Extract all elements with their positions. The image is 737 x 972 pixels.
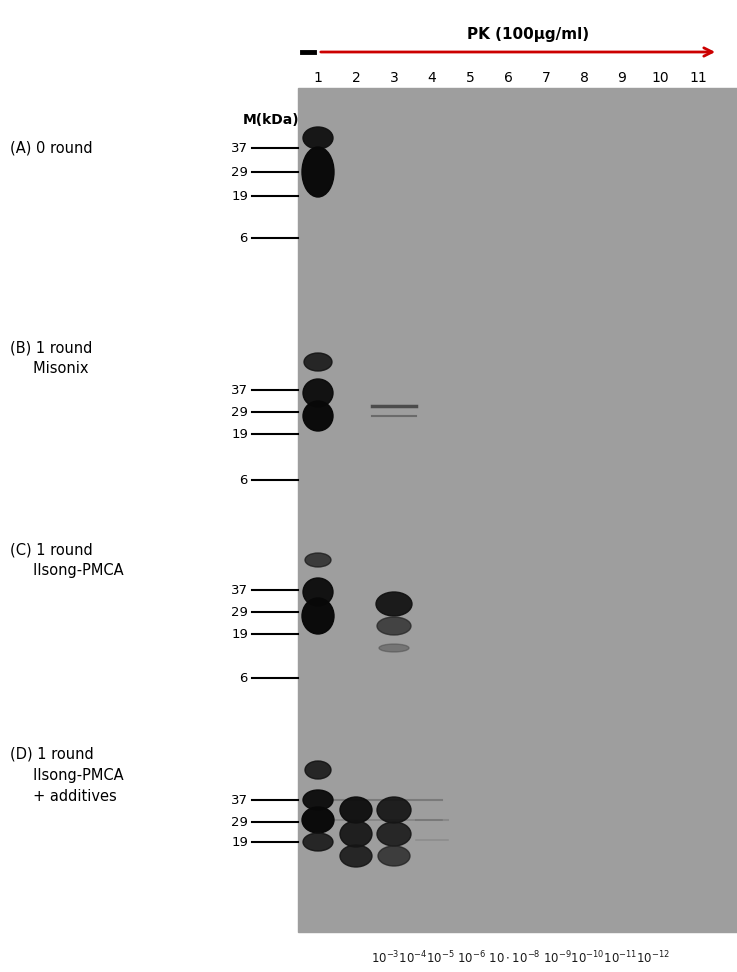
- Ellipse shape: [377, 797, 411, 823]
- Text: 29: 29: [231, 165, 248, 179]
- Text: 5: 5: [466, 71, 475, 85]
- Ellipse shape: [340, 821, 372, 847]
- Text: 9: 9: [618, 71, 626, 85]
- Text: 2: 2: [352, 71, 360, 85]
- Text: (B) 1 round
     Misonix: (B) 1 round Misonix: [10, 340, 92, 376]
- Ellipse shape: [302, 598, 334, 634]
- Text: (C) 1 round
     Ilsong-PMCA: (C) 1 round Ilsong-PMCA: [10, 542, 124, 578]
- Ellipse shape: [303, 833, 333, 851]
- Text: 4: 4: [427, 71, 436, 85]
- Text: 8: 8: [579, 71, 588, 85]
- Ellipse shape: [303, 127, 333, 149]
- Text: 19: 19: [231, 628, 248, 641]
- Text: 7: 7: [542, 71, 551, 85]
- Ellipse shape: [305, 761, 331, 779]
- Text: 29: 29: [231, 606, 248, 618]
- Bar: [0, 0, 298, 972]
- Text: (D) 1 round
     Ilsong-PMCA
     + additives: (D) 1 round Ilsong-PMCA + additives: [10, 746, 124, 804]
- Ellipse shape: [302, 807, 334, 833]
- Ellipse shape: [302, 147, 334, 197]
- Text: 29: 29: [231, 405, 248, 419]
- Ellipse shape: [303, 578, 333, 606]
- Ellipse shape: [340, 797, 372, 823]
- Text: 3: 3: [390, 71, 399, 85]
- Text: 19: 19: [231, 428, 248, 440]
- Text: 6: 6: [240, 473, 248, 487]
- Text: (A) 0 round: (A) 0 round: [10, 141, 93, 156]
- Text: 37: 37: [231, 583, 248, 597]
- Ellipse shape: [303, 379, 333, 407]
- Text: 6: 6: [503, 71, 512, 85]
- Text: $10^{-3}10^{-4}10^{-5}$ $10^{-6}$ $10\cdot10^{-8}$ $10^{-9}10^{-10}10^{-11}10^{-: $10^{-3}10^{-4}10^{-5}$ $10^{-6}$ $10\cd…: [371, 950, 669, 966]
- Ellipse shape: [303, 401, 333, 431]
- Text: 1: 1: [313, 71, 322, 85]
- Ellipse shape: [304, 353, 332, 371]
- Ellipse shape: [377, 617, 411, 635]
- Text: PK (100μg/ml): PK (100μg/ml): [467, 27, 589, 43]
- Bar: [298, 88, 737, 932]
- Ellipse shape: [379, 644, 409, 652]
- Text: 37: 37: [231, 793, 248, 807]
- Text: 29: 29: [231, 816, 248, 828]
- Text: 6: 6: [240, 231, 248, 245]
- Text: M(kDa): M(kDa): [242, 113, 299, 127]
- Ellipse shape: [377, 822, 411, 846]
- Text: 6: 6: [240, 672, 248, 684]
- Text: 10: 10: [652, 71, 668, 85]
- Text: 19: 19: [231, 190, 248, 202]
- Ellipse shape: [305, 553, 331, 567]
- Text: 37: 37: [231, 142, 248, 155]
- Text: 37: 37: [231, 384, 248, 397]
- Ellipse shape: [340, 845, 372, 867]
- Ellipse shape: [378, 846, 410, 866]
- Text: 11: 11: [689, 71, 707, 85]
- Ellipse shape: [303, 790, 333, 810]
- Text: 19: 19: [231, 836, 248, 849]
- Ellipse shape: [376, 592, 412, 616]
